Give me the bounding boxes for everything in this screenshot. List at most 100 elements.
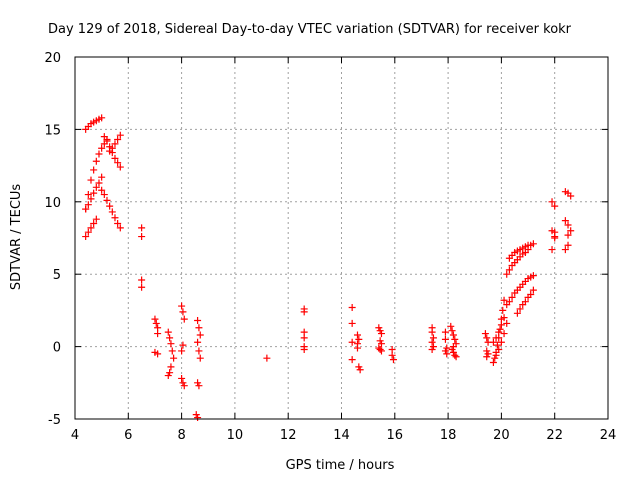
data-point [492,334,500,342]
data-point [92,157,100,165]
data-point [353,344,361,352]
data-point [489,359,497,367]
x-tick-label: 8 [177,428,185,443]
data-point [138,233,146,241]
data-point [348,304,356,312]
x-tick-label: 14 [333,428,350,443]
data-point [300,308,308,316]
data-point [300,334,308,342]
data-point [551,202,559,210]
data-point [114,159,122,167]
data-point [179,308,187,316]
series-arc-5 [98,186,124,232]
data-point [154,330,162,338]
data-point [114,220,122,228]
series-arc-9 [151,315,162,358]
y-tick-label: 5 [53,268,61,283]
data-point [194,414,202,422]
series-arc-8 [138,224,146,291]
data-point [180,315,188,323]
data-point [567,227,575,235]
series-arc-19 [441,328,451,358]
data-point [524,246,532,254]
data-point [87,224,95,232]
data-point [195,382,203,390]
data-point [194,317,202,325]
data-point [428,338,436,346]
data-point [505,266,513,274]
series-arc-12 [192,317,204,422]
data-point [166,334,174,342]
data-point [377,340,385,348]
data-point [195,347,203,355]
data-point [95,150,103,158]
data-point [116,163,124,171]
data-point [164,328,172,336]
data-point [449,331,457,339]
data-point [100,191,108,199]
data-point [564,221,572,229]
data-point [529,286,537,294]
data-point [348,338,356,346]
data-point [551,234,559,242]
data-point [508,293,516,301]
series-arc-13 [263,354,271,362]
data-point [516,305,524,313]
data-point [451,335,459,343]
data-point [138,276,146,284]
data-point [170,354,178,362]
data-point [84,228,92,236]
data-point [348,319,356,327]
data-point [90,220,98,228]
data-point [138,283,146,291]
data-point [521,298,529,306]
data-point [111,214,119,222]
data-point [500,330,508,338]
data-point [500,296,508,304]
data-point [90,189,98,197]
data-point [548,198,556,206]
data-point [263,354,271,362]
data-point [495,345,503,353]
data-point [95,179,103,187]
series-arc-24 [492,319,511,359]
data-point [92,183,100,191]
series-arc-1 [82,114,106,133]
data-point [529,240,537,248]
series-arc-16 [375,324,385,355]
data-point [116,224,124,232]
data-point [300,345,308,353]
data-point [111,154,119,162]
series-arc-29 [548,198,559,254]
data-points [82,114,575,422]
series-arc-4 [82,215,100,241]
data-point [451,351,459,359]
data-point [377,347,385,355]
data-point [564,241,572,249]
series-arc-7 [106,131,124,155]
data-point [111,140,119,148]
y-tick-label: 10 [44,196,61,211]
series-arc-6 [100,133,124,171]
data-point [492,351,500,359]
data-point [180,382,188,390]
series-arc-26 [503,246,532,278]
data-point [513,309,521,317]
series-arc-21 [481,330,492,361]
data-point [154,350,162,358]
series-arc-10 [164,328,178,380]
data-point [167,340,175,348]
data-point [389,356,397,364]
x-tick-label: 24 [600,428,617,443]
data-point [87,195,95,203]
data-point [441,328,449,336]
data-point [429,334,437,342]
data-point [98,186,106,194]
series-arc-11 [178,302,188,390]
y-tick-label: 15 [44,123,61,138]
series-arc-17 [388,345,397,364]
data-point [194,338,202,346]
data-point [428,328,436,336]
data-point [116,131,124,139]
data-point [447,322,455,330]
